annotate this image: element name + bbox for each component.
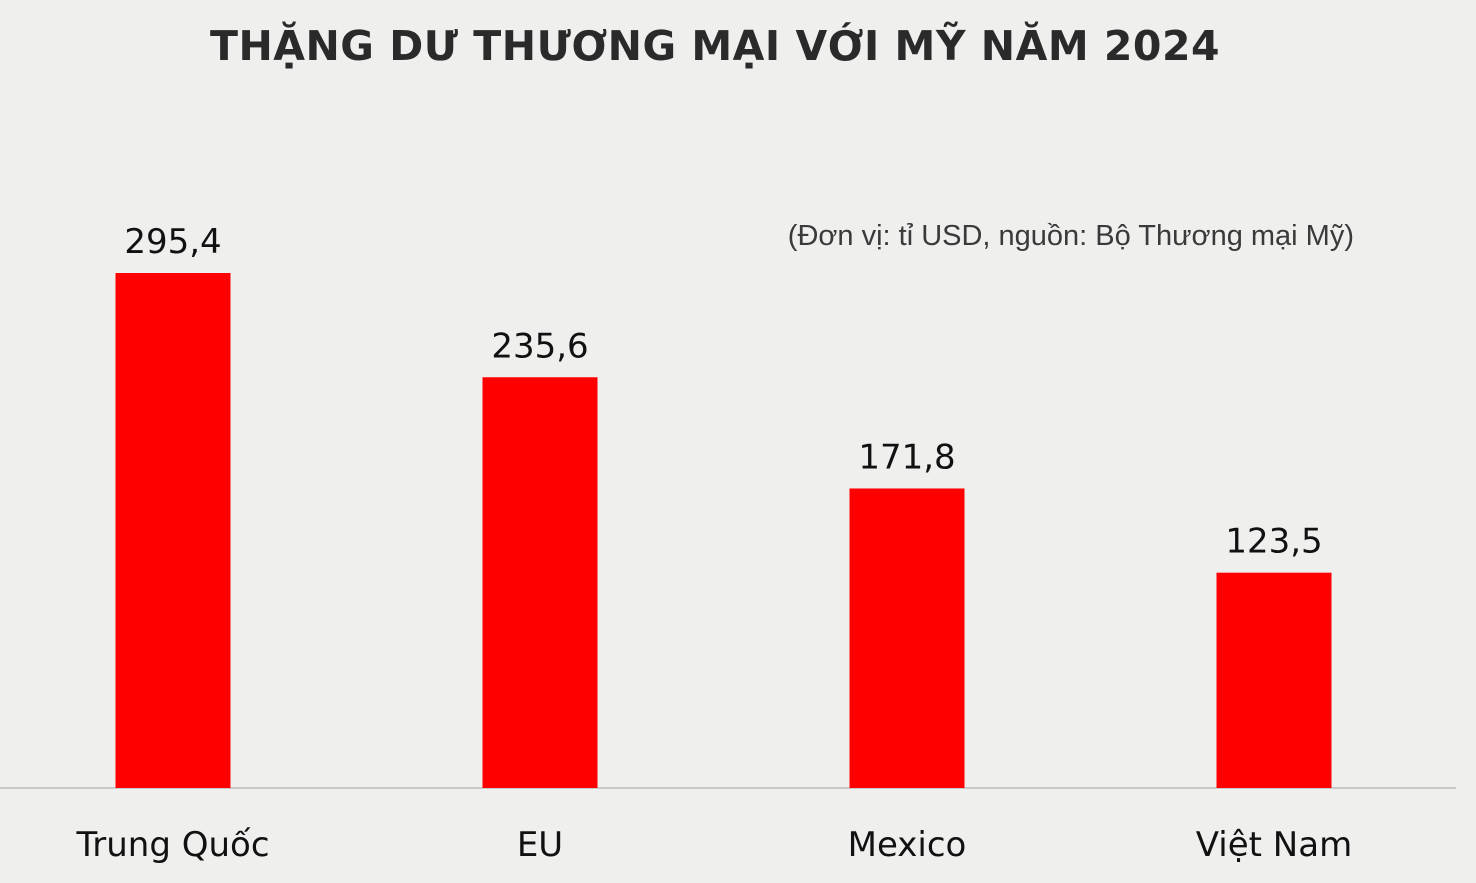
bar-3 <box>849 488 965 788</box>
data-label-1: 295,4 <box>124 222 221 262</box>
data-label-4: 123,5 <box>1225 522 1322 562</box>
bar-4 <box>1216 572 1332 788</box>
data-label-3: 171,8 <box>858 437 955 477</box>
category-label-4: Việt Nam <box>1196 825 1352 865</box>
data-label-2: 235,6 <box>491 326 588 366</box>
chart-title: THẶNG DƯ THƯƠNG MẠI VỚI MỸ NĂM 2024 <box>209 22 1221 70</box>
category-label-2: EU <box>517 825 563 865</box>
category-label-1: Trung Quốc <box>75 825 269 865</box>
bar-1 <box>115 273 231 788</box>
category-label-3: Mexico <box>848 825 967 865</box>
bar-2 <box>482 377 598 788</box>
chart-subtitle: (Đơn vị: tỉ USD, nguồn: Bộ Thương mại Mỹ… <box>787 220 1354 252</box>
